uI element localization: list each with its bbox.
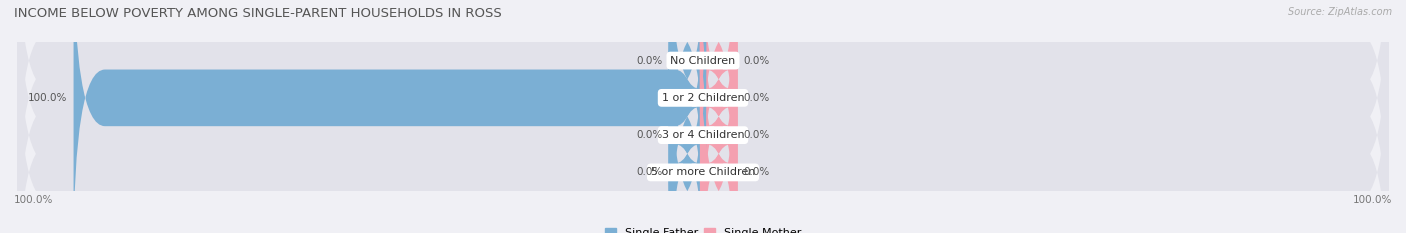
Text: 100.0%: 100.0% xyxy=(28,93,67,103)
FancyBboxPatch shape xyxy=(17,0,1389,219)
Text: 0.0%: 0.0% xyxy=(744,168,770,177)
Text: 100.0%: 100.0% xyxy=(1353,195,1392,205)
Text: 5 or more Children: 5 or more Children xyxy=(651,168,755,177)
Text: 100.0%: 100.0% xyxy=(14,195,53,205)
FancyBboxPatch shape xyxy=(700,0,738,233)
Text: 0.0%: 0.0% xyxy=(636,56,662,65)
FancyBboxPatch shape xyxy=(17,0,1389,233)
FancyBboxPatch shape xyxy=(17,0,1389,233)
Text: 0.0%: 0.0% xyxy=(744,56,770,65)
FancyBboxPatch shape xyxy=(700,0,738,219)
Text: 0.0%: 0.0% xyxy=(744,93,770,103)
FancyBboxPatch shape xyxy=(700,14,738,233)
Text: 0.0%: 0.0% xyxy=(636,130,662,140)
Text: 0.0%: 0.0% xyxy=(636,168,662,177)
FancyBboxPatch shape xyxy=(669,14,706,233)
Text: 0.0%: 0.0% xyxy=(744,130,770,140)
Text: INCOME BELOW POVERTY AMONG SINGLE-PARENT HOUSEHOLDS IN ROSS: INCOME BELOW POVERTY AMONG SINGLE-PARENT… xyxy=(14,7,502,20)
Text: 3 or 4 Children: 3 or 4 Children xyxy=(662,130,744,140)
FancyBboxPatch shape xyxy=(669,0,706,233)
FancyBboxPatch shape xyxy=(669,0,706,219)
Text: No Children: No Children xyxy=(671,56,735,65)
Legend: Single Father, Single Mother: Single Father, Single Mother xyxy=(605,228,801,233)
FancyBboxPatch shape xyxy=(700,0,738,233)
FancyBboxPatch shape xyxy=(73,0,706,233)
Text: 1 or 2 Children: 1 or 2 Children xyxy=(662,93,744,103)
FancyBboxPatch shape xyxy=(17,14,1389,233)
Text: Source: ZipAtlas.com: Source: ZipAtlas.com xyxy=(1288,7,1392,17)
